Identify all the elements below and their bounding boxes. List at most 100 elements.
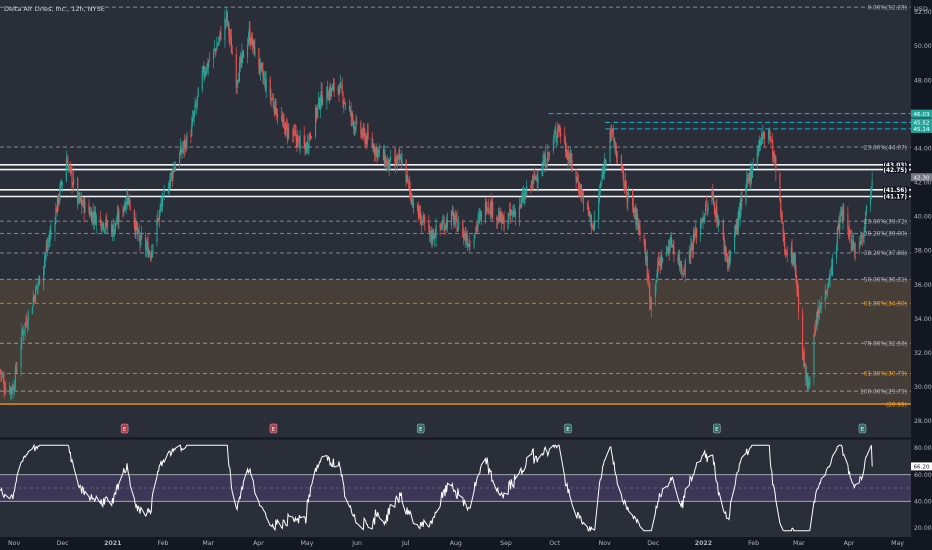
candle-body xyxy=(231,50,233,55)
candle-body xyxy=(691,242,693,247)
time-tick-label: 2021 xyxy=(104,540,121,547)
candle-body xyxy=(853,246,855,253)
earnings-marker-3[interactable] xyxy=(564,423,572,434)
candle-body xyxy=(518,205,520,219)
candle-body xyxy=(478,215,480,217)
candle-body xyxy=(225,11,228,20)
candle-body xyxy=(677,254,679,262)
candle-body xyxy=(706,208,708,211)
candle-body xyxy=(160,205,162,206)
time-tick-label: Sep xyxy=(500,540,512,547)
candle-body xyxy=(389,157,391,170)
candle-body xyxy=(775,157,777,172)
candle-body xyxy=(365,135,368,145)
candle-body xyxy=(704,204,707,215)
candle-body xyxy=(183,140,186,149)
earnings-marker-2[interactable] xyxy=(417,423,425,434)
candle-body xyxy=(185,141,187,149)
candle-body xyxy=(580,185,582,196)
candle-body xyxy=(390,157,392,159)
candle-body xyxy=(548,152,550,157)
candle-body xyxy=(795,272,797,283)
candle-body xyxy=(331,88,333,91)
candle-body xyxy=(477,217,479,225)
candlesticks xyxy=(0,7,873,401)
earnings-marker-0[interactable] xyxy=(120,423,129,434)
candle-body xyxy=(283,118,285,124)
candle-body xyxy=(793,252,796,265)
candle-body xyxy=(106,219,108,226)
candle-body xyxy=(366,132,368,145)
candle-body xyxy=(797,292,800,313)
shaded-zone-0 xyxy=(0,279,911,304)
candle-body xyxy=(276,113,278,116)
candle-body xyxy=(734,225,736,235)
candle-body xyxy=(760,139,762,141)
candle-body xyxy=(620,156,622,168)
candle-body xyxy=(423,217,425,219)
candle-body xyxy=(405,159,407,183)
candle-body xyxy=(228,23,230,36)
candle-body xyxy=(722,221,724,240)
earnings-marker-1[interactable] xyxy=(269,423,278,434)
candle-body xyxy=(274,99,276,114)
candle-body xyxy=(16,368,18,372)
candle-body xyxy=(688,251,690,261)
level-label-10: 61.80%(34.90) xyxy=(864,302,907,308)
candle-body xyxy=(129,205,131,210)
candle-body xyxy=(194,104,196,113)
candle-body xyxy=(285,122,287,136)
candle-body xyxy=(813,334,815,378)
candle-body xyxy=(33,296,35,301)
candle-body xyxy=(714,212,716,217)
candle-body xyxy=(173,170,175,172)
candle-body xyxy=(446,218,448,229)
candle-body xyxy=(621,167,623,169)
candle-body xyxy=(636,214,638,226)
candle-body xyxy=(480,211,482,221)
candle-body xyxy=(520,199,522,207)
candle-body xyxy=(248,29,250,39)
candle-body xyxy=(735,225,737,230)
candle-body xyxy=(250,42,252,45)
candle-body xyxy=(362,127,364,136)
candle-body xyxy=(320,90,322,103)
candle-body xyxy=(632,189,634,207)
candle-body xyxy=(717,222,719,226)
candle-body xyxy=(534,173,536,179)
candle-body xyxy=(564,141,567,152)
earnings-marker-4[interactable] xyxy=(713,423,721,434)
candle-body xyxy=(90,211,92,222)
earnings-marker-5[interactable] xyxy=(858,423,867,434)
candle-body xyxy=(850,230,852,245)
time-axis[interactable]: Nov Dec 2021 Feb Mar Apr May Jun Jul Aug Sep Oct Nov… xyxy=(8,540,904,547)
candle-body xyxy=(467,244,469,247)
rsi-tick-label: 60.00 xyxy=(914,472,932,479)
candle-body xyxy=(723,237,725,251)
candle-body xyxy=(195,105,197,107)
candle-body xyxy=(394,156,396,163)
candle-body xyxy=(841,212,843,221)
candle-body xyxy=(463,233,465,237)
candle-body xyxy=(330,87,332,98)
candle-body xyxy=(377,149,379,156)
price-tick-label: 38.00 xyxy=(914,248,932,255)
candle-body xyxy=(442,222,444,223)
candle-body xyxy=(759,140,762,146)
candle-body xyxy=(111,224,113,235)
price-tag-text: 42.30 xyxy=(913,175,929,181)
candle-body xyxy=(193,112,195,119)
candle-body xyxy=(490,202,492,215)
candle-body xyxy=(374,149,376,154)
candle-body xyxy=(650,298,652,310)
candle-body xyxy=(353,126,355,129)
candle-body xyxy=(839,217,841,230)
candle-body xyxy=(752,165,754,168)
candle-body xyxy=(681,270,683,273)
candle-body xyxy=(149,252,151,254)
candle-body xyxy=(374,147,376,156)
candle-body xyxy=(507,219,509,230)
candle-body xyxy=(446,219,448,227)
candle-body xyxy=(73,178,75,185)
